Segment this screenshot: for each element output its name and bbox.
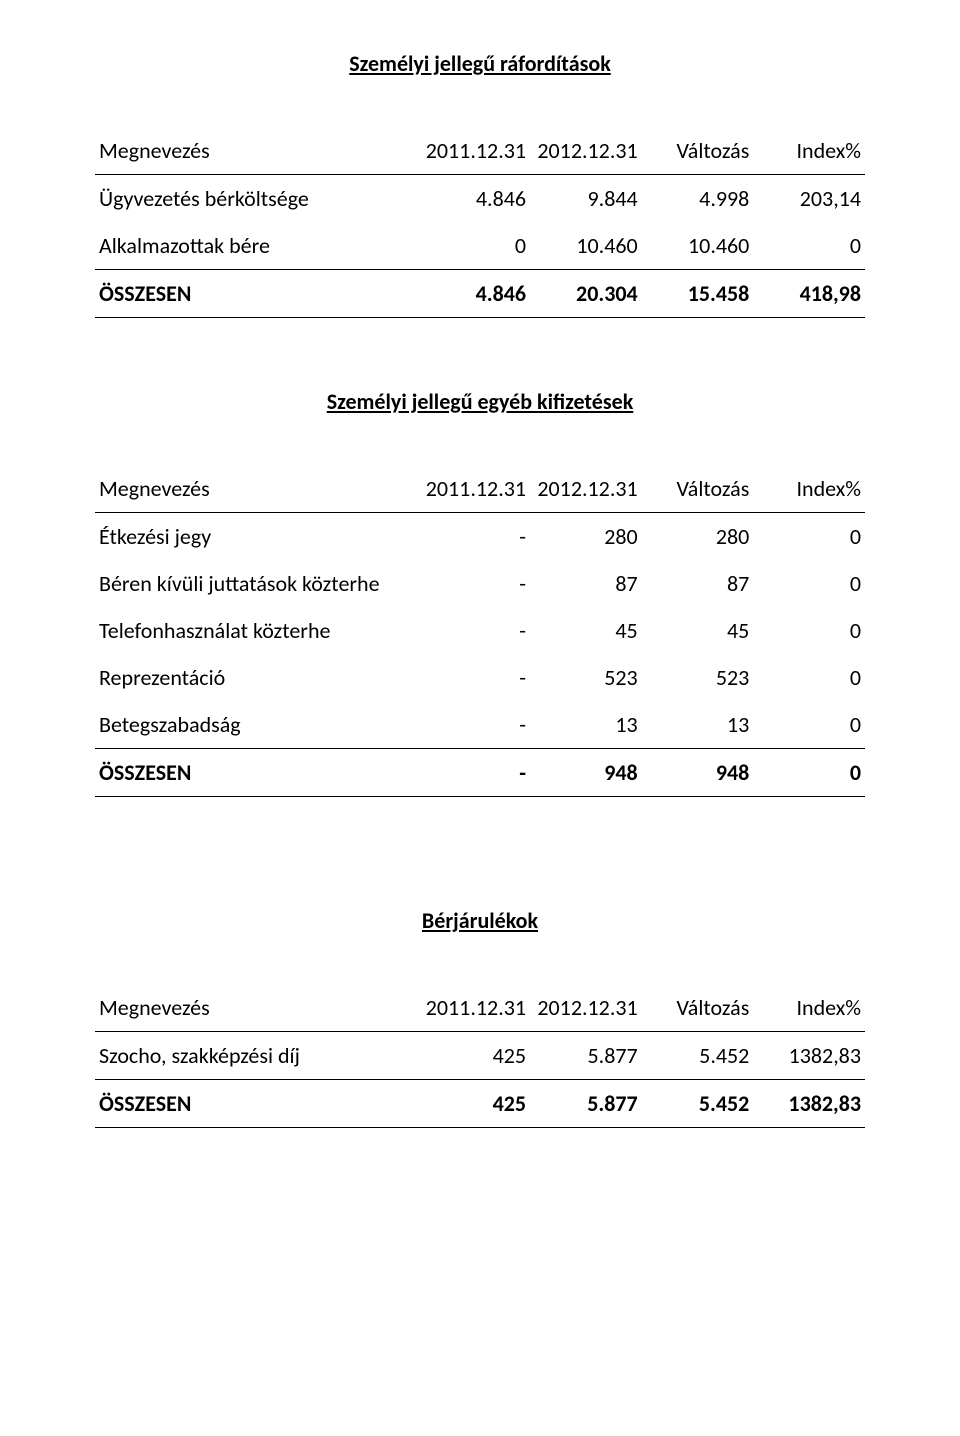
other-payments-table: Megnevezés 2011.12.31 2012.12.31 Változá… <box>95 465 865 797</box>
row-c3: 4.998 <box>642 175 754 223</box>
total-c4: 1382,83 <box>753 1080 865 1128</box>
row-c4: 0 <box>753 222 865 270</box>
row-c1: - <box>418 513 530 561</box>
section-title-wage-contributions: Bérjárulékok <box>95 907 865 934</box>
table-row: Béren kívüli juttatások közterhe - 87 87… <box>95 560 865 607</box>
row-c2: 13 <box>530 701 642 749</box>
row-c1: - <box>418 654 530 701</box>
section-title-other-payments: Személyi jellegű egyéb kifizetések <box>95 388 865 415</box>
header-col2: 2012.12.31 <box>530 984 642 1032</box>
row-label: Alkalmazottak bére <box>95 222 418 270</box>
row-c4: 203,14 <box>753 175 865 223</box>
section-title-personnel: Személyi jellegű ráfordítások <box>95 50 865 77</box>
row-c2: 523 <box>530 654 642 701</box>
row-c3: 45 <box>642 607 754 654</box>
row-c4: 0 <box>753 701 865 749</box>
header-col4: Index% <box>753 984 865 1032</box>
total-c1: 425 <box>418 1080 530 1128</box>
header-name: Megnevezés <box>95 984 418 1032</box>
row-c2: 45 <box>530 607 642 654</box>
row-c3: 87 <box>642 560 754 607</box>
header-col1: 2011.12.31 <box>418 127 530 175</box>
row-c2: 10.460 <box>530 222 642 270</box>
total-c4: 418,98 <box>753 270 865 318</box>
total-label: ÖSSZESEN <box>95 270 418 318</box>
table-row: Betegszabadság - 13 13 0 <box>95 701 865 749</box>
row-label: Reprezentáció <box>95 654 418 701</box>
header-col3: Változás <box>642 127 754 175</box>
table-row: Telefonhasználat közterhe - 45 45 0 <box>95 607 865 654</box>
table-total-row: ÖSSZESEN 425 5.877 5.452 1382,83 <box>95 1080 865 1128</box>
header-col1: 2011.12.31 <box>418 984 530 1032</box>
table-total-row: ÖSSZESEN 4.846 20.304 15.458 418,98 <box>95 270 865 318</box>
table-row: Alkalmazottak bére 0 10.460 10.460 0 <box>95 222 865 270</box>
row-c3: 523 <box>642 654 754 701</box>
header-name: Megnevezés <box>95 127 418 175</box>
header-name: Megnevezés <box>95 465 418 513</box>
row-c4: 0 <box>753 513 865 561</box>
total-c3: 15.458 <box>642 270 754 318</box>
header-col1: 2011.12.31 <box>418 465 530 513</box>
row-c2: 9.844 <box>530 175 642 223</box>
table-header-row: Megnevezés 2011.12.31 2012.12.31 Változá… <box>95 127 865 175</box>
total-c4: 0 <box>753 749 865 797</box>
total-c1: - <box>418 749 530 797</box>
total-label: ÖSSZESEN <box>95 1080 418 1128</box>
row-c3: 13 <box>642 701 754 749</box>
table-row: Reprezentáció - 523 523 0 <box>95 654 865 701</box>
total-c3: 948 <box>642 749 754 797</box>
row-c1: - <box>418 607 530 654</box>
row-c1: 4.846 <box>418 175 530 223</box>
row-label: Telefonhasználat közterhe <box>95 607 418 654</box>
header-col4: Index% <box>753 127 865 175</box>
table-header-row: Megnevezés 2011.12.31 2012.12.31 Változá… <box>95 984 865 1032</box>
row-c1: - <box>418 560 530 607</box>
row-c4: 0 <box>753 560 865 607</box>
table-row: Szocho, szakképzési díj 425 5.877 5.452 … <box>95 1032 865 1080</box>
total-c2: 948 <box>530 749 642 797</box>
total-c2: 5.877 <box>530 1080 642 1128</box>
row-c1: 0 <box>418 222 530 270</box>
row-c2: 5.877 <box>530 1032 642 1080</box>
header-col3: Változás <box>642 465 754 513</box>
row-label: Étkezési jegy <box>95 513 418 561</box>
row-c2: 280 <box>530 513 642 561</box>
total-c3: 5.452 <box>642 1080 754 1128</box>
row-label: Szocho, szakképzési díj <box>95 1032 418 1080</box>
row-c1: - <box>418 701 530 749</box>
row-label: Betegszabadság <box>95 701 418 749</box>
table-total-row: ÖSSZESEN - 948 948 0 <box>95 749 865 797</box>
header-col2: 2012.12.31 <box>530 465 642 513</box>
row-c4: 0 <box>753 607 865 654</box>
total-c1: 4.846 <box>418 270 530 318</box>
row-c3: 280 <box>642 513 754 561</box>
row-c4: 0 <box>753 654 865 701</box>
wage-contributions-table: Megnevezés 2011.12.31 2012.12.31 Változá… <box>95 984 865 1128</box>
row-label: Ügyvezetés bérköltsége <box>95 175 418 223</box>
table-row: Ügyvezetés bérköltsége 4.846 9.844 4.998… <box>95 175 865 223</box>
table-row: Étkezési jegy - 280 280 0 <box>95 513 865 561</box>
header-col3: Változás <box>642 984 754 1032</box>
table-header-row: Megnevezés 2011.12.31 2012.12.31 Változá… <box>95 465 865 513</box>
header-col4: Index% <box>753 465 865 513</box>
row-label: Béren kívüli juttatások közterhe <box>95 560 418 607</box>
total-c2: 20.304 <box>530 270 642 318</box>
row-c1: 425 <box>418 1032 530 1080</box>
row-c4: 1382,83 <box>753 1032 865 1080</box>
total-label: ÖSSZESEN <box>95 749 418 797</box>
row-c2: 87 <box>530 560 642 607</box>
row-c3: 5.452 <box>642 1032 754 1080</box>
row-c3: 10.460 <box>642 222 754 270</box>
header-col2: 2012.12.31 <box>530 127 642 175</box>
personnel-expenses-table: Megnevezés 2011.12.31 2012.12.31 Változá… <box>95 127 865 318</box>
